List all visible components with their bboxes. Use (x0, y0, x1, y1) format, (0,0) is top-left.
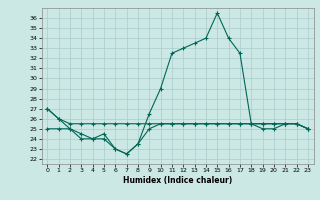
X-axis label: Humidex (Indice chaleur): Humidex (Indice chaleur) (123, 176, 232, 185)
